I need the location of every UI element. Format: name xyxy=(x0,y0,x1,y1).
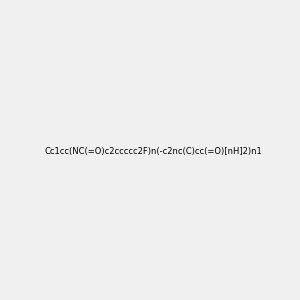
Text: Cc1cc(NC(=O)c2ccccc2F)n(-c2nc(C)cc(=O)[nH]2)n1: Cc1cc(NC(=O)c2ccccc2F)n(-c2nc(C)cc(=O)[n… xyxy=(45,147,262,156)
